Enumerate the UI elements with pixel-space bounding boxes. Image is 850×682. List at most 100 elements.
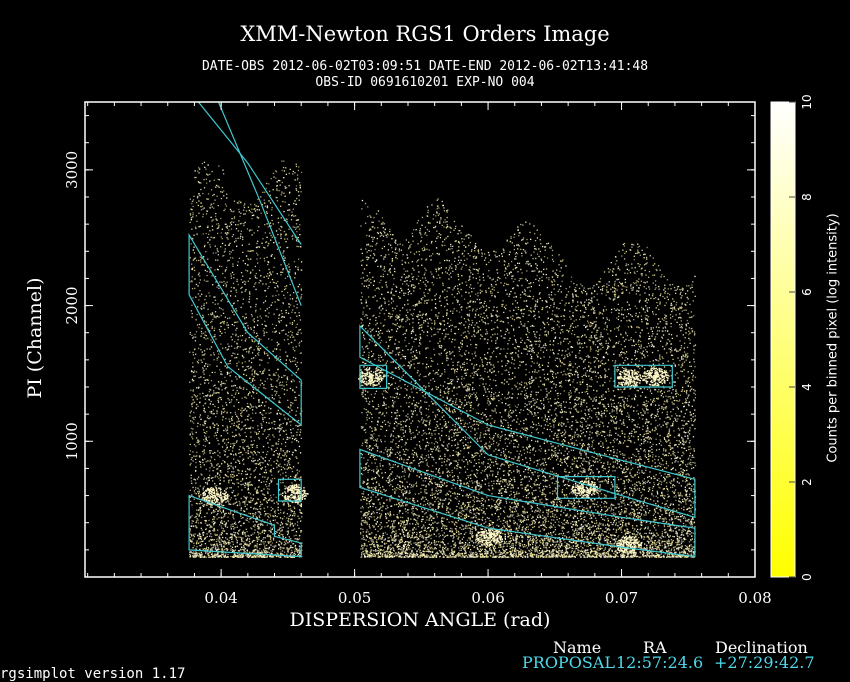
- event-pixel: [412, 449, 414, 452]
- event-pixel: [294, 200, 296, 202]
- event-pixel: [226, 447, 228, 449]
- event-pixel: [385, 508, 387, 510]
- event-pixel: [256, 324, 258, 326]
- event-pixel: [257, 240, 259, 242]
- event-pixel: [228, 229, 230, 231]
- event-pixel: [291, 311, 293, 313]
- event-pixel: [209, 246, 211, 248]
- event-pixel: [268, 338, 270, 340]
- event-pixel: [232, 234, 235, 236]
- event-pixel: [283, 170, 286, 172]
- event-pixel: [240, 497, 242, 500]
- event-pixel: [196, 451, 198, 454]
- event-pixel: [276, 555, 278, 557]
- event-pixel: [296, 431, 298, 433]
- event-pixel: [403, 435, 405, 437]
- event-pixel: [289, 421, 291, 423]
- event-pixel: [415, 380, 417, 382]
- event-pixel: [265, 283, 267, 285]
- event-pixel: [288, 457, 291, 460]
- event-pixel: [276, 552, 278, 554]
- event-pixel: [296, 537, 298, 540]
- event-pixel: [247, 325, 249, 327]
- event-pixel: [253, 357, 255, 359]
- event-pixel: [260, 212, 262, 214]
- event-pixel: [396, 314, 398, 316]
- event-pixel: [237, 418, 240, 420]
- event-pixel: [215, 317, 217, 319]
- event-pixel: [294, 360, 296, 362]
- event-pixel: [237, 336, 239, 338]
- event-pixel: [198, 552, 201, 554]
- event-pixel: [244, 496, 246, 499]
- event-pixel: [211, 312, 214, 314]
- event-pixel: [294, 179, 296, 181]
- event-pixel: [261, 382, 263, 384]
- event-pixel: [195, 176, 197, 179]
- event-pixel: [441, 224, 443, 226]
- event-pixel: [216, 549, 218, 551]
- ccd-strip-1: [189, 160, 303, 558]
- event-pixel: [233, 273, 235, 276]
- event-pixel: [266, 205, 269, 207]
- event-pixel: [396, 328, 399, 330]
- event-pixel: [395, 354, 397, 356]
- event-pixel: [249, 493, 252, 495]
- event-pixel: [398, 541, 401, 543]
- event-pixel: [189, 464, 191, 466]
- event-pixel: [240, 306, 242, 309]
- event-pixel: [262, 494, 265, 496]
- event-pixel: [261, 424, 263, 426]
- event-pixel: [277, 427, 279, 429]
- event-pixel: [259, 308, 262, 310]
- event-pixel: [294, 215, 297, 217]
- event-pixel: [290, 330, 292, 333]
- event-pixel: [377, 287, 379, 289]
- event-pixel: [262, 418, 264, 421]
- event-pixel: [255, 552, 257, 554]
- event-pixel: [192, 390, 194, 392]
- event-pixel: [245, 369, 247, 371]
- event-pixel: [431, 526, 433, 529]
- event-pixel: [277, 509, 279, 511]
- event-pixel: [195, 502, 198, 505]
- event-pixel: [284, 187, 287, 189]
- event-pixel: [195, 319, 197, 321]
- event-pixel: [363, 366, 365, 368]
- event-pixel: [272, 533, 274, 535]
- event-pixel: [428, 533, 430, 535]
- event-pixel: [231, 271, 234, 274]
- event-pixel: [195, 543, 198, 545]
- event-pixel: [413, 363, 415, 365]
- event-pixel: [278, 320, 280, 322]
- event-pixel: [191, 228, 193, 230]
- event-pixel: [415, 334, 417, 336]
- event-pixel: [394, 387, 396, 390]
- event-pixel: [277, 233, 279, 236]
- event-pixel: [396, 258, 398, 260]
- event-pixel: [375, 523, 377, 525]
- event-pixel: [295, 371, 297, 374]
- event-pixel: [269, 538, 272, 540]
- event-pixel: [200, 494, 202, 496]
- event-pixel: [259, 548, 261, 550]
- event-pixel: [235, 308, 237, 310]
- event-pixel: [277, 552, 279, 555]
- event-pixel: [190, 480, 193, 482]
- event-pixel: [423, 274, 425, 276]
- event-pixel: [209, 426, 211, 428]
- event-pixel: [278, 294, 280, 296]
- event-pixel: [213, 352, 215, 354]
- event-pixel: [268, 417, 270, 420]
- event-pixel: [297, 551, 299, 553]
- event-pixel: [257, 492, 259, 494]
- event-pixel: [286, 452, 288, 454]
- event-pixel: [209, 348, 211, 350]
- event-pixel: [362, 531, 364, 533]
- event-pixel: [199, 256, 201, 258]
- event-pixel: [283, 210, 285, 213]
- event-pixel: [217, 540, 219, 542]
- event-pixel: [226, 425, 228, 427]
- event-pixel: [420, 413, 423, 415]
- event-pixel: [230, 526, 232, 528]
